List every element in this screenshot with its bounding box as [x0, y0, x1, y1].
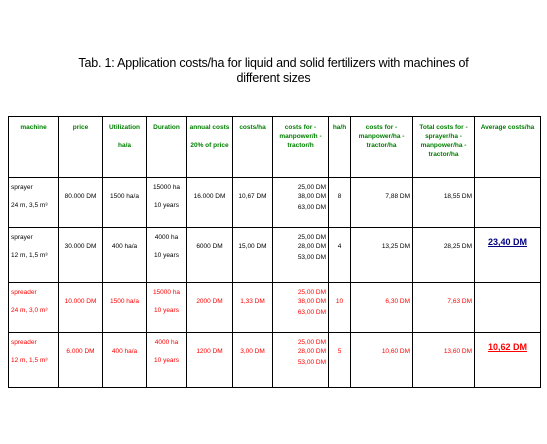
- cell-manpower-ha: 7,88 DM: [350, 177, 413, 228]
- cell-duration: 15000 ha 10 years: [146, 282, 187, 333]
- cell-costs-ha: 1,33 DM: [232, 282, 273, 333]
- cell-ha-h: 10: [328, 282, 351, 333]
- cell-rates: 25,00 DM 38,00 DM 63,00 DM: [272, 177, 329, 228]
- header-duration: Duration: [146, 116, 187, 178]
- cell-annual: 6000 DM: [186, 227, 233, 283]
- average-sprayer: 23,40 DM: [474, 227, 541, 283]
- cell-annual: 1200 DM: [186, 332, 233, 388]
- table-title: Tab. 1: Application costs/ha for liquid …: [0, 56, 547, 86]
- cell-ha-h: 8: [328, 177, 351, 228]
- cell-costs-ha: 10,67 DM: [232, 177, 273, 228]
- cell-total: 28,25 DM: [412, 227, 475, 283]
- table-row: sprayer 12 m, 1,5 m³ 30.000 DM 400 ha/a 4…: [8, 227, 541, 283]
- cell-ha-h: 4: [328, 227, 351, 283]
- cell-annual: 2000 DM: [186, 282, 233, 333]
- cell-total: 13,60 DM: [412, 332, 475, 388]
- cell-machine: spreader 24 m, 3,0 m³: [8, 282, 59, 333]
- cell-annual: 16.000 DM: [186, 177, 233, 228]
- cell-price: 30.000 DM: [58, 227, 103, 283]
- title-line-2: different sizes: [236, 71, 311, 85]
- header-total-costs: Total costs for -sprayer/ha -manpower/ha…: [412, 116, 475, 178]
- header-costs-manpower-ha: costs for -manpower/ha -tractor/ha: [350, 116, 413, 178]
- cell-utilization: 1500 ha/a: [102, 282, 147, 333]
- table-row: spreader 24 m, 3,0 m³ 10.000 DM 1500 ha/a…: [8, 282, 541, 333]
- cell-total: 7,63 DM: [412, 282, 475, 333]
- cell-rates: 25,00 DM 28,00 DM 53,00 DM: [272, 332, 329, 388]
- cell-costs-ha: 15,00 DM: [232, 227, 273, 283]
- header-row: machine price Utilization ha/a Duration a…: [8, 116, 541, 178]
- cell-costs-ha: 3,00 DM: [232, 332, 273, 388]
- cell-average-empty: [474, 177, 541, 228]
- cell-average-empty: [474, 282, 541, 333]
- cell-duration: 15000 ha 10 years: [146, 177, 187, 228]
- header-machine: machine: [8, 116, 59, 178]
- title-line-1: Tab. 1: Application costs/ha for liquid …: [78, 56, 469, 70]
- header-utilization: Utilization ha/a: [102, 116, 147, 178]
- header-costs-manpower: costs for -manpower/h -tractor/h: [272, 116, 329, 178]
- header-annual-costs: annual costs 20% of price: [186, 116, 233, 178]
- cell-duration: 4000 ha 10 years: [146, 227, 187, 283]
- table-row: sprayer 24 m, 3,5 m³ 80.000 DM 1500 ha/a …: [8, 177, 541, 228]
- cell-utilization: 400 ha/a: [102, 227, 147, 283]
- cell-machine: sprayer 12 m, 1,5 m³: [8, 227, 59, 283]
- cell-machine: spreader 12 m, 1,5 m³: [8, 332, 59, 388]
- cell-duration: 4000 ha 10 years: [146, 332, 187, 388]
- header-average: Average costs/ha: [474, 116, 541, 178]
- header-price: price: [58, 116, 103, 178]
- cell-manpower-ha: 6,30 DM: [350, 282, 413, 333]
- cell-ha-h: 5: [328, 332, 351, 388]
- cell-rates: 25,00 DM 38,00 DM 63,00 DM: [272, 282, 329, 333]
- header-costs-ha: costs/ha: [232, 116, 273, 178]
- cell-utilization: 400 ha/a: [102, 332, 147, 388]
- cell-manpower-ha: 10,60 DM: [350, 332, 413, 388]
- cell-price: 10.000 DM: [58, 282, 103, 333]
- cell-price: 80.000 DM: [58, 177, 103, 228]
- header-ha-h: ha/h: [328, 116, 351, 178]
- cell-total: 18,55 DM: [412, 177, 475, 228]
- cell-utilization: 1500 ha/a: [102, 177, 147, 228]
- cell-machine: sprayer 24 m, 3,5 m³: [8, 177, 59, 228]
- cell-manpower-ha: 13,25 DM: [350, 227, 413, 283]
- average-spreader: 10,62 DM: [474, 332, 541, 388]
- costs-table: machine price Utilization ha/a Duration a…: [8, 116, 541, 388]
- table-row: spreader 12 m, 1,5 m³ 6.000 DM 400 ha/a 4…: [8, 332, 541, 388]
- cell-rates: 25,00 DM 28,00 DM 53,00 DM: [272, 227, 329, 283]
- cell-price: 6.000 DM: [58, 332, 103, 388]
